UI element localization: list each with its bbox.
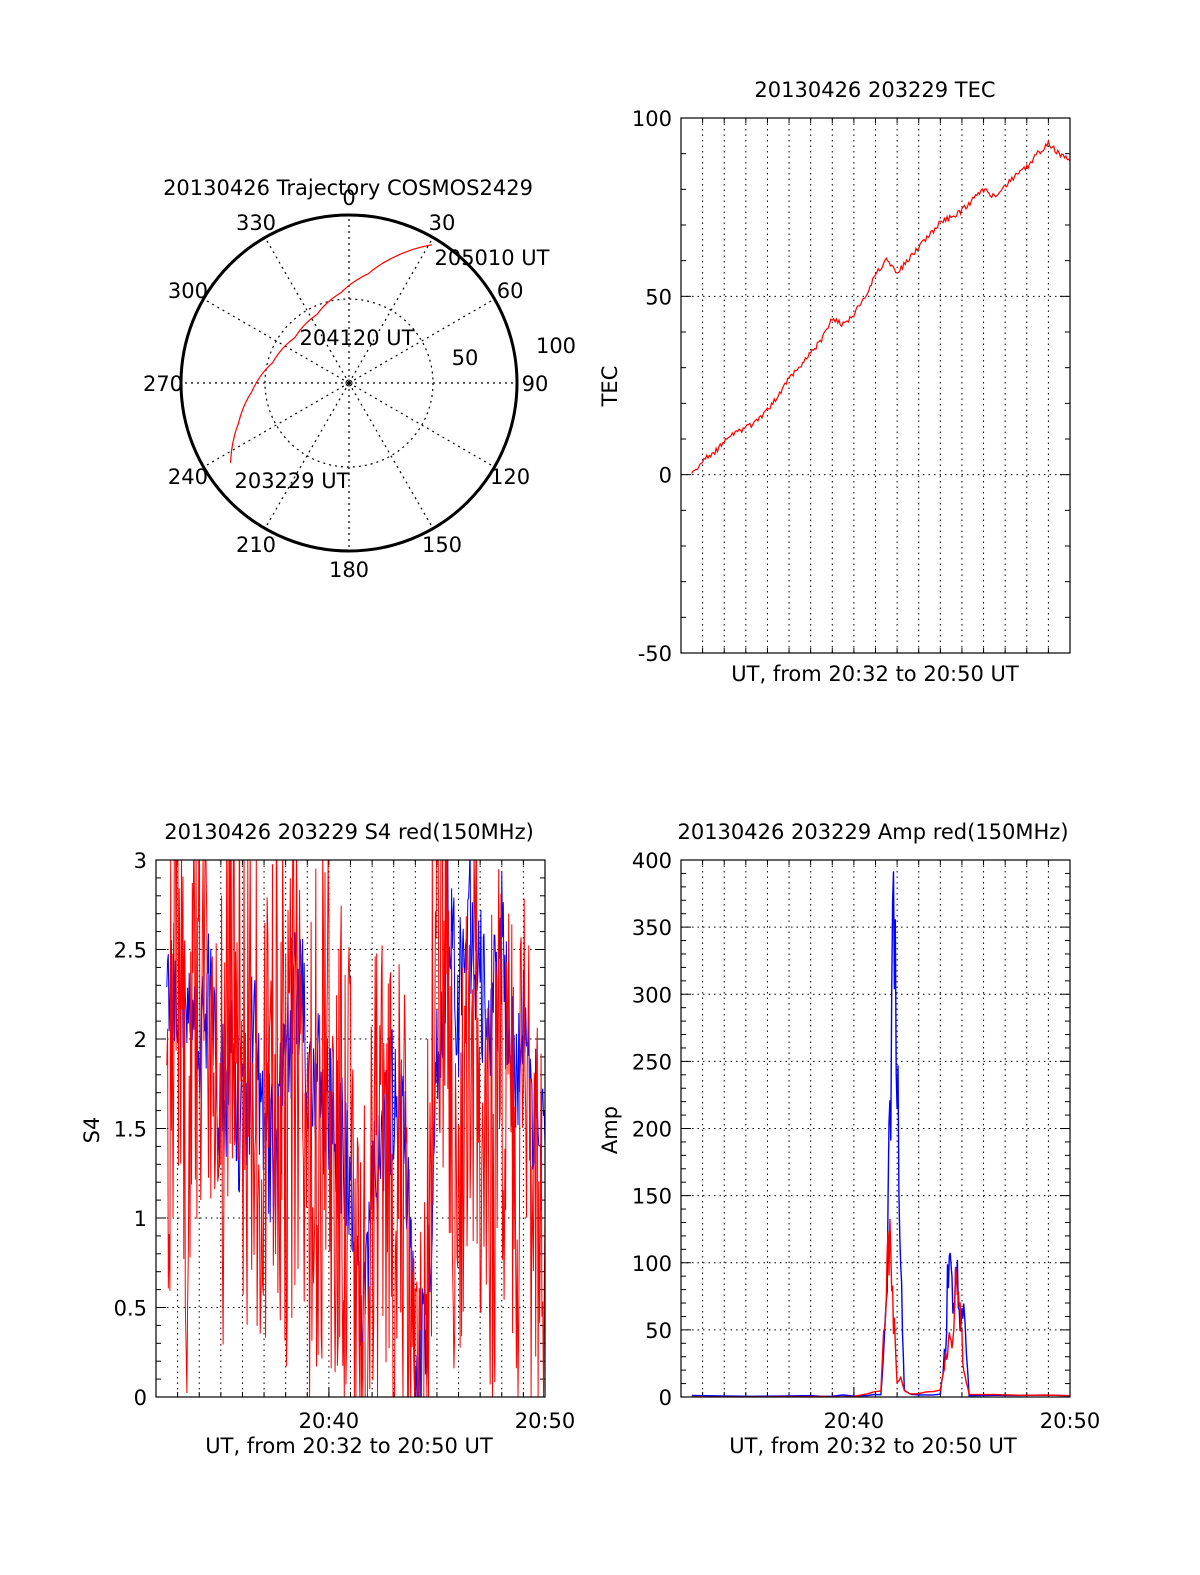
y-tick-label: 100 — [632, 1252, 672, 1276]
x-tick-label: 20:40 — [299, 1409, 360, 1433]
polar-angle-label: 60 — [497, 279, 524, 303]
trajectory-point-label: 205010 UT — [434, 246, 549, 270]
trajectory-point-labels: 203229 UT 204120 UT 205010 UT — [234, 246, 549, 493]
tec-xlabel: UT, from 20:32 to 20:50 UT — [731, 662, 1019, 686]
y-tick-label: 150 — [632, 1185, 672, 1209]
series-line-red — [691, 1218, 1070, 1397]
y-tick-label: 1 — [134, 1207, 147, 1231]
polar-spoke — [348, 298, 495, 384]
tec-ylabel: TEC — [598, 366, 622, 408]
series-line-red — [166, 860, 545, 1397]
polar-angle-label: 120 — [490, 465, 530, 489]
series-line-blue — [691, 871, 1070, 1397]
trajectory-line — [230, 244, 433, 463]
s4-ylabel: S4 — [80, 1117, 104, 1144]
trajectory-point-label: 203229 UT — [234, 469, 349, 493]
polar-outer-circle — [179, 213, 519, 553]
polar-grid — [179, 213, 519, 553]
polar-angle-label: 150 — [422, 533, 462, 557]
y-tick-label: 3 — [134, 849, 147, 873]
series-group — [691, 138, 1070, 474]
y-tick-label: 0 — [659, 1386, 672, 1410]
polar-angle-label: 180 — [329, 558, 369, 582]
polar-spoke — [264, 237, 350, 384]
polar-angle-labels: 0 30 60 90 120 150 180 210 240 270 300 330 — [143, 186, 548, 582]
trajectory-track — [230, 244, 433, 463]
polar-angle-label: 90 — [522, 372, 549, 396]
polar-spoke — [264, 382, 350, 529]
trajectory-title: 20130426 Trajectory COSMOS2429 — [163, 176, 533, 200]
y-tick-label: 0.5 — [114, 1297, 147, 1321]
polar-spoke — [203, 298, 350, 384]
y-tick-label: 1.5 — [114, 1118, 147, 1142]
y-tick-label: 2 — [134, 1028, 147, 1052]
y-tick-label: 250 — [632, 1050, 672, 1074]
series-group — [166, 860, 545, 1397]
y-tick-label: 50 — [645, 1319, 672, 1343]
x-tick-label: 20:50 — [515, 1409, 576, 1433]
trajectory-point-label: 204120 UT — [299, 326, 414, 350]
y-tick-label: 350 — [632, 916, 672, 940]
polar-spoke — [348, 237, 434, 384]
tec-chart: 20130426 203229 TEC UT, from 20:32 to 20… — [598, 78, 1071, 686]
y-tick-label: 200 — [632, 1118, 672, 1142]
y-tick-label: 0 — [134, 1386, 147, 1410]
plot-frame — [155, 859, 546, 1398]
polar-angle-label: 210 — [236, 533, 276, 557]
polar-radius-labels: 50 100 — [452, 334, 576, 370]
polar-angle-label: 300 — [168, 279, 208, 303]
y-tick-label: 100 — [632, 107, 672, 131]
polar-spoke — [348, 382, 495, 468]
x-tick-label: 20:50 — [1040, 1409, 1101, 1433]
x-tick-label: 20:40 — [824, 1409, 885, 1433]
plot-frame — [680, 117, 1071, 654]
polar-radius-label: 50 — [452, 346, 479, 370]
y-tick-label: -50 — [638, 642, 672, 666]
amp-ylabel: Amp — [598, 1106, 622, 1154]
polar-angle-label: 240 — [168, 465, 208, 489]
y-tick-label: 300 — [632, 983, 672, 1007]
amp-title: 20130426 203229 Amp red(150MHz) — [677, 820, 1068, 844]
polar-center — [345, 379, 353, 387]
y-tick-label: 50 — [645, 285, 672, 309]
polar-radius-label: 100 — [536, 334, 576, 358]
polar-angle-label: 330 — [236, 211, 276, 235]
plot-frame — [680, 859, 1071, 1398]
s4-title: 20130426 203229 S4 red(150MHz) — [164, 820, 534, 844]
polar-angle-label: 270 — [143, 372, 183, 396]
amp-xlabel: UT, from 20:32 to 20:50 UT — [729, 1434, 1017, 1458]
s4-xlabel: UT, from 20:32 to 20:50 UT — [205, 1434, 493, 1458]
series-line-red — [691, 138, 1070, 474]
series-group — [691, 871, 1070, 1397]
trajectory-polar-chart: 20130426 Trajectory COSMOS2429 0 30 60 90 12… — [143, 176, 576, 582]
y-tick-label: 2.5 — [114, 939, 147, 963]
tec-title: 20130426 203229 TEC — [754, 78, 995, 102]
polar-spoke — [348, 382, 434, 529]
y-tick-label: 0 — [659, 464, 672, 488]
y-tick-label: 400 — [632, 849, 672, 873]
polar-angle-label: 30 — [429, 211, 456, 235]
s4-chart: 20130426 203229 S4 red(150MHz) UT, from … — [80, 820, 576, 1458]
polar-spoke — [203, 382, 350, 468]
polar-angle-label: 0 — [342, 186, 355, 210]
amp-chart: 20130426 203229 Amp red(150MHz) UT, from… — [598, 820, 1100, 1458]
